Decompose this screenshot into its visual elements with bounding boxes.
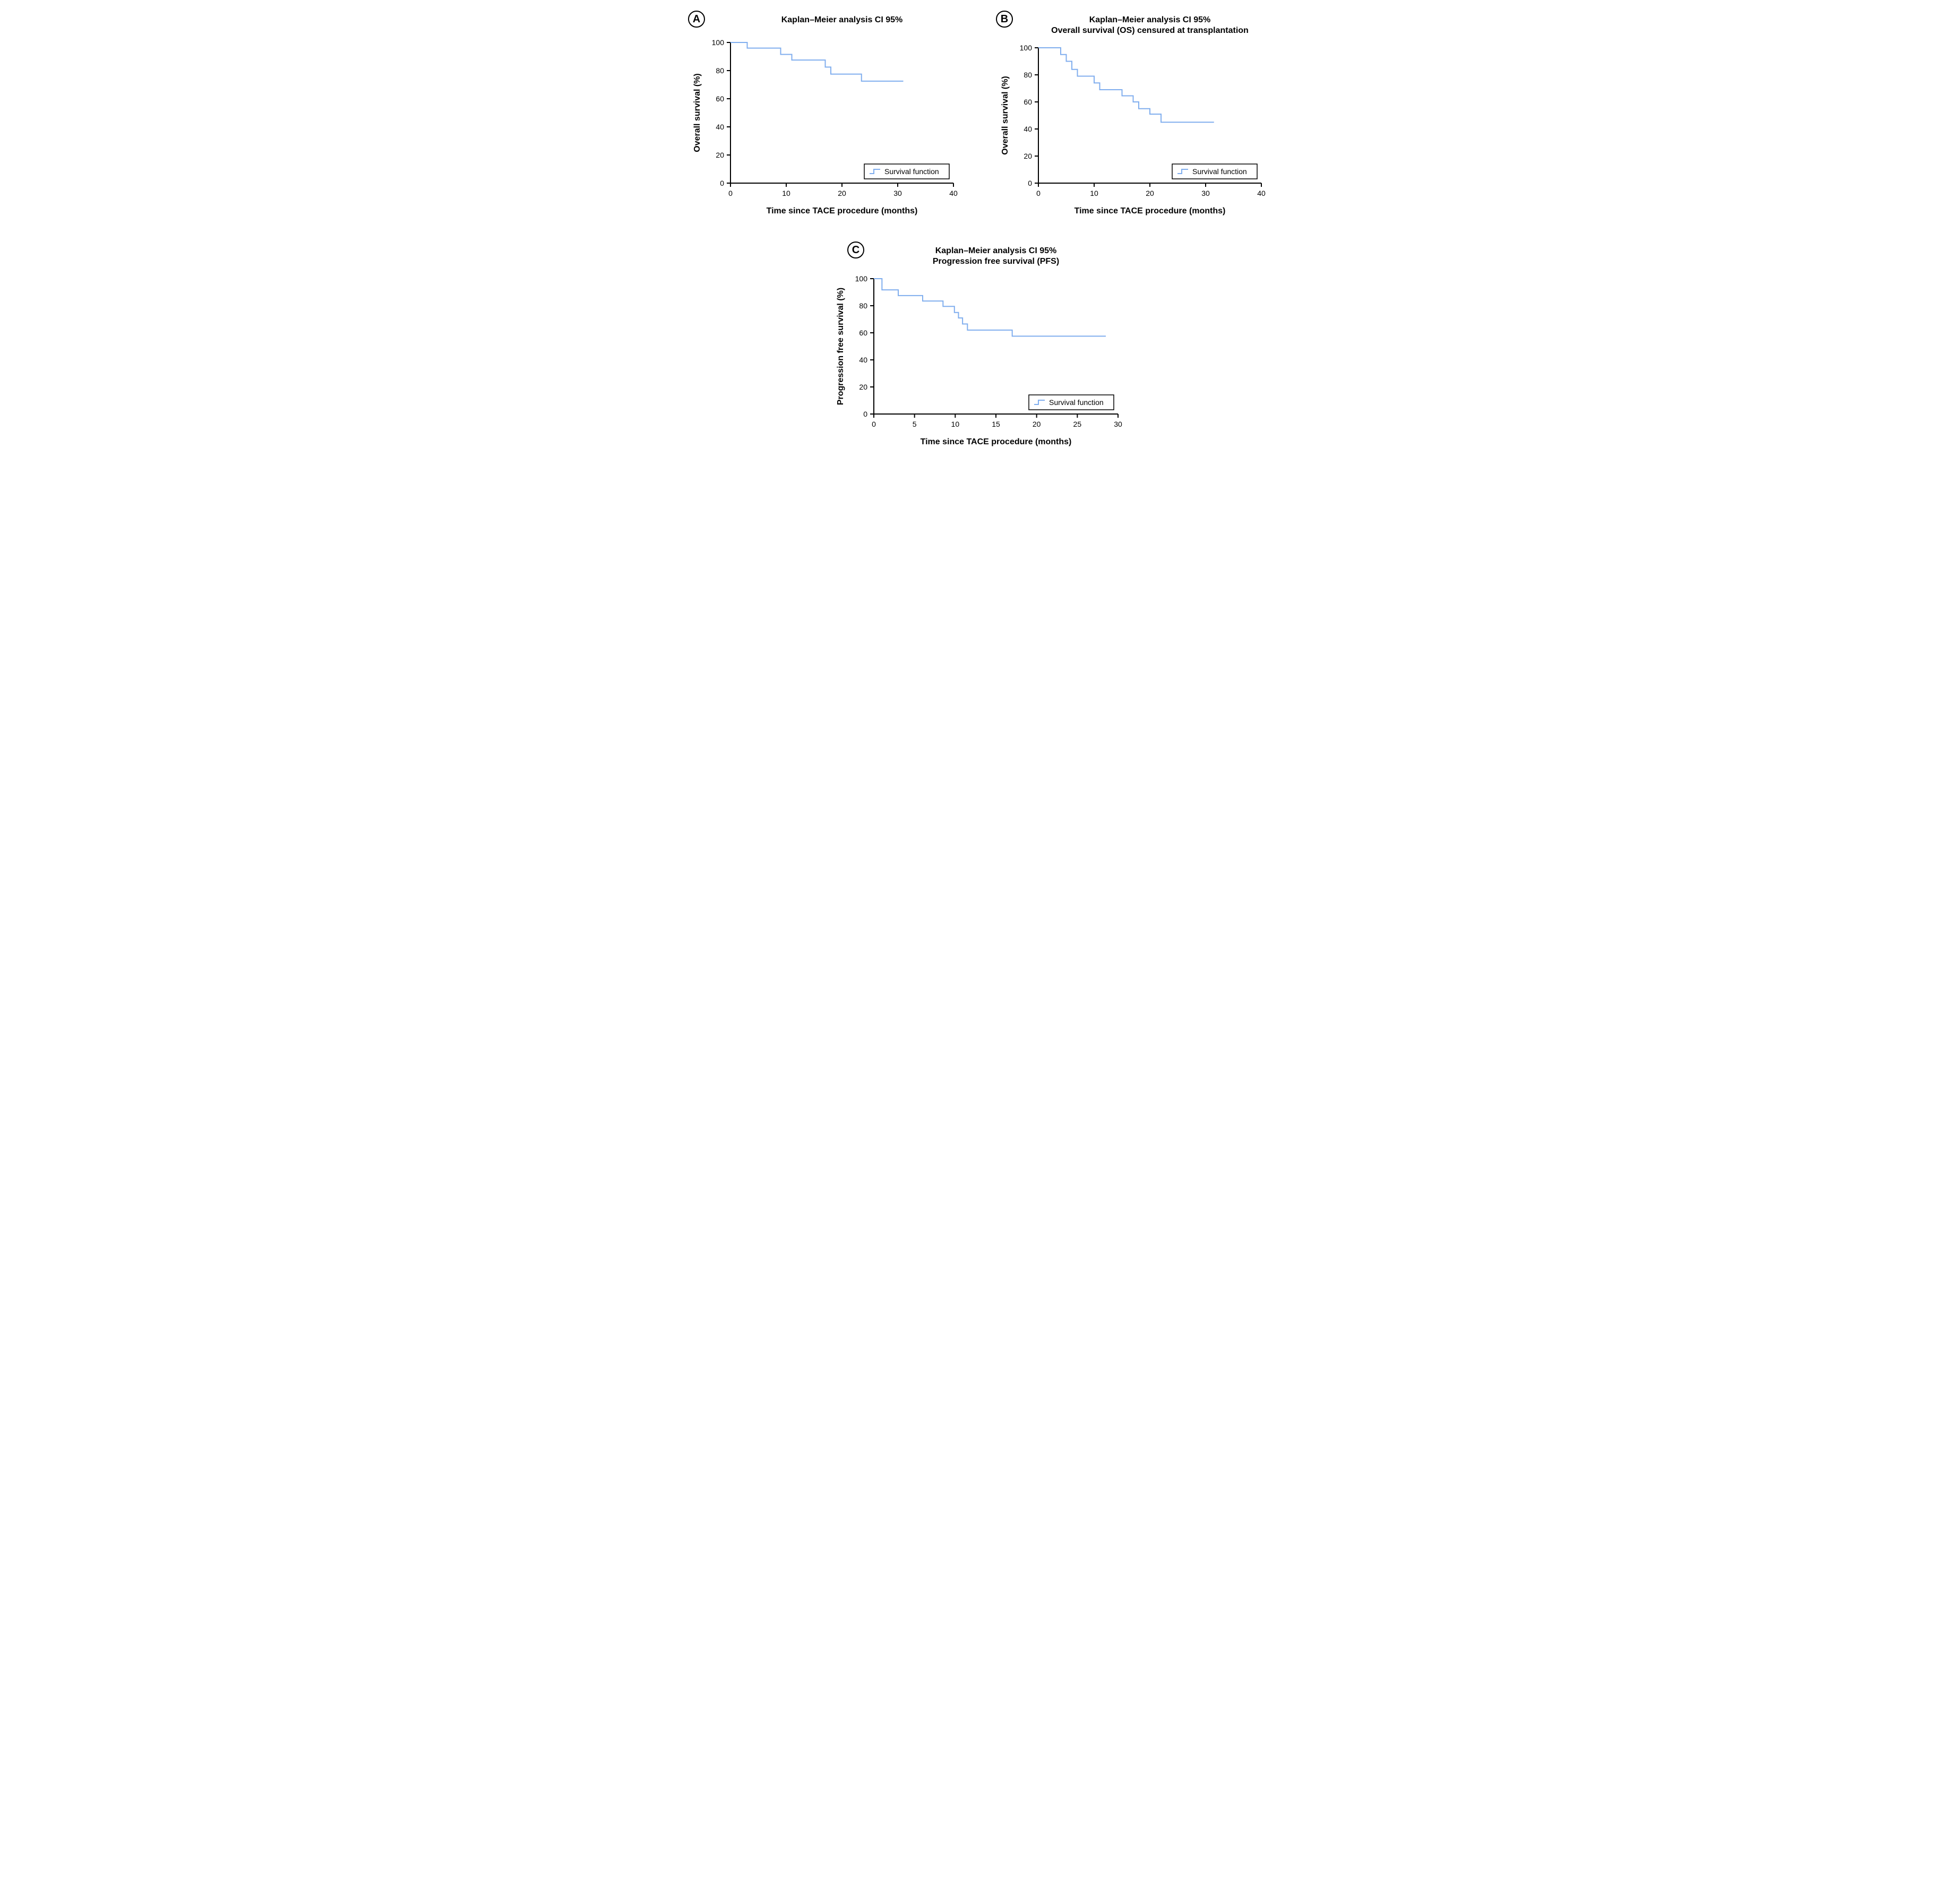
x-tick-label: 0 <box>872 420 876 428</box>
x-axis-label: Time since TACE procedure (months) <box>767 206 918 215</box>
top-row: A Kaplan–Meier analysis CI 95% 0 10 20 30 40 0… <box>688 11 1272 226</box>
survival-curve <box>1038 48 1214 122</box>
x-tick-label: 10 <box>782 189 790 197</box>
y-axis-label: Progression free survival (%) <box>836 288 845 405</box>
y-tick-label: 40 <box>716 123 724 131</box>
chart-title-line: Progression free survival (PFS) <box>933 257 1059 266</box>
x-tick-label: 40 <box>1257 189 1266 197</box>
chart-title-line: Kaplan–Meier analysis CI 95% <box>781 15 903 24</box>
x-tick-label: 30 <box>893 189 902 197</box>
y-tick-label: 40 <box>859 356 867 364</box>
y-tick-label: 60 <box>859 329 867 337</box>
x-tick-label: 15 <box>992 420 1000 428</box>
x-tick-label: 0 <box>1036 189 1041 197</box>
bottom-row: C Kaplan–Meier analysis CI 95% Progressio… <box>688 242 1272 456</box>
x-tick-label: 5 <box>913 420 917 428</box>
y-tick-label: 40 <box>1024 125 1032 133</box>
x-tick-label: 10 <box>1090 189 1098 197</box>
y-tick-label: 20 <box>716 151 724 159</box>
x-tick-label: 20 <box>1146 189 1154 197</box>
x-tick-label: 20 <box>1033 420 1041 428</box>
x-tick-label: 10 <box>951 420 960 428</box>
panel-c-label: C <box>847 242 864 258</box>
chart-a: Kaplan–Meier analysis CI 95% 0 10 20 30 40 0 20… <box>688 11 964 223</box>
y-tick-label: 0 <box>1028 179 1032 187</box>
chart-title-line: Kaplan–Meier analysis CI 95% <box>935 246 1057 255</box>
panel-a-label: A <box>688 11 705 28</box>
panel-b-label: B <box>996 11 1013 28</box>
panel-c: C Kaplan–Meier analysis CI 95% Progressio… <box>831 242 1129 456</box>
y-tick-label: 60 <box>716 94 724 103</box>
y-tick-label: 60 <box>1024 98 1032 106</box>
chart-title-line: Overall survival (OS) censured at transp… <box>1051 26 1249 35</box>
x-axis-label: Time since TACE procedure (months) <box>921 437 1072 446</box>
figure-container: A Kaplan–Meier analysis CI 95% 0 10 20 30 40 0… <box>688 11 1272 456</box>
y-axis-label: Overall survival (%) <box>1001 76 1010 155</box>
y-tick-label: 100 <box>712 38 725 47</box>
y-tick-label: 80 <box>859 301 867 310</box>
chart-c: Kaplan–Meier analysis CI 95% Progression … <box>831 242 1129 454</box>
x-tick-label: 40 <box>949 189 958 197</box>
y-tick-label: 80 <box>1024 71 1032 79</box>
y-tick-label: 0 <box>720 179 724 187</box>
y-tick-label: 0 <box>863 410 867 418</box>
legend-label: Survival function <box>1049 398 1104 407</box>
x-tick-label: 30 <box>1114 420 1122 428</box>
y-tick-label: 80 <box>716 66 724 75</box>
chart-b: Kaplan–Meier analysis CI 95% Overall surv… <box>996 11 1272 223</box>
x-tick-label: 0 <box>728 189 733 197</box>
y-axis-label: Overall survival (%) <box>693 73 702 152</box>
survival-curve <box>874 279 1106 336</box>
y-tick-label: 20 <box>1024 152 1032 160</box>
legend-label: Survival function <box>884 167 939 176</box>
panel-b: B Kaplan–Meier analysis CI 95% Overall su… <box>996 11 1272 226</box>
legend-label: Survival function <box>1192 167 1247 176</box>
y-tick-label: 20 <box>859 383 867 391</box>
panel-a: A Kaplan–Meier analysis CI 95% 0 10 20 30 40 0… <box>688 11 964 226</box>
x-tick-label: 30 <box>1201 189 1210 197</box>
x-tick-label: 25 <box>1073 420 1082 428</box>
survival-curve <box>730 42 904 81</box>
x-axis-label: Time since TACE procedure (months) <box>1074 206 1226 215</box>
x-tick-label: 20 <box>838 189 846 197</box>
y-tick-label: 100 <box>1020 44 1033 52</box>
y-tick-label: 100 <box>855 274 868 283</box>
chart-title-line: Kaplan–Meier analysis CI 95% <box>1089 15 1211 24</box>
